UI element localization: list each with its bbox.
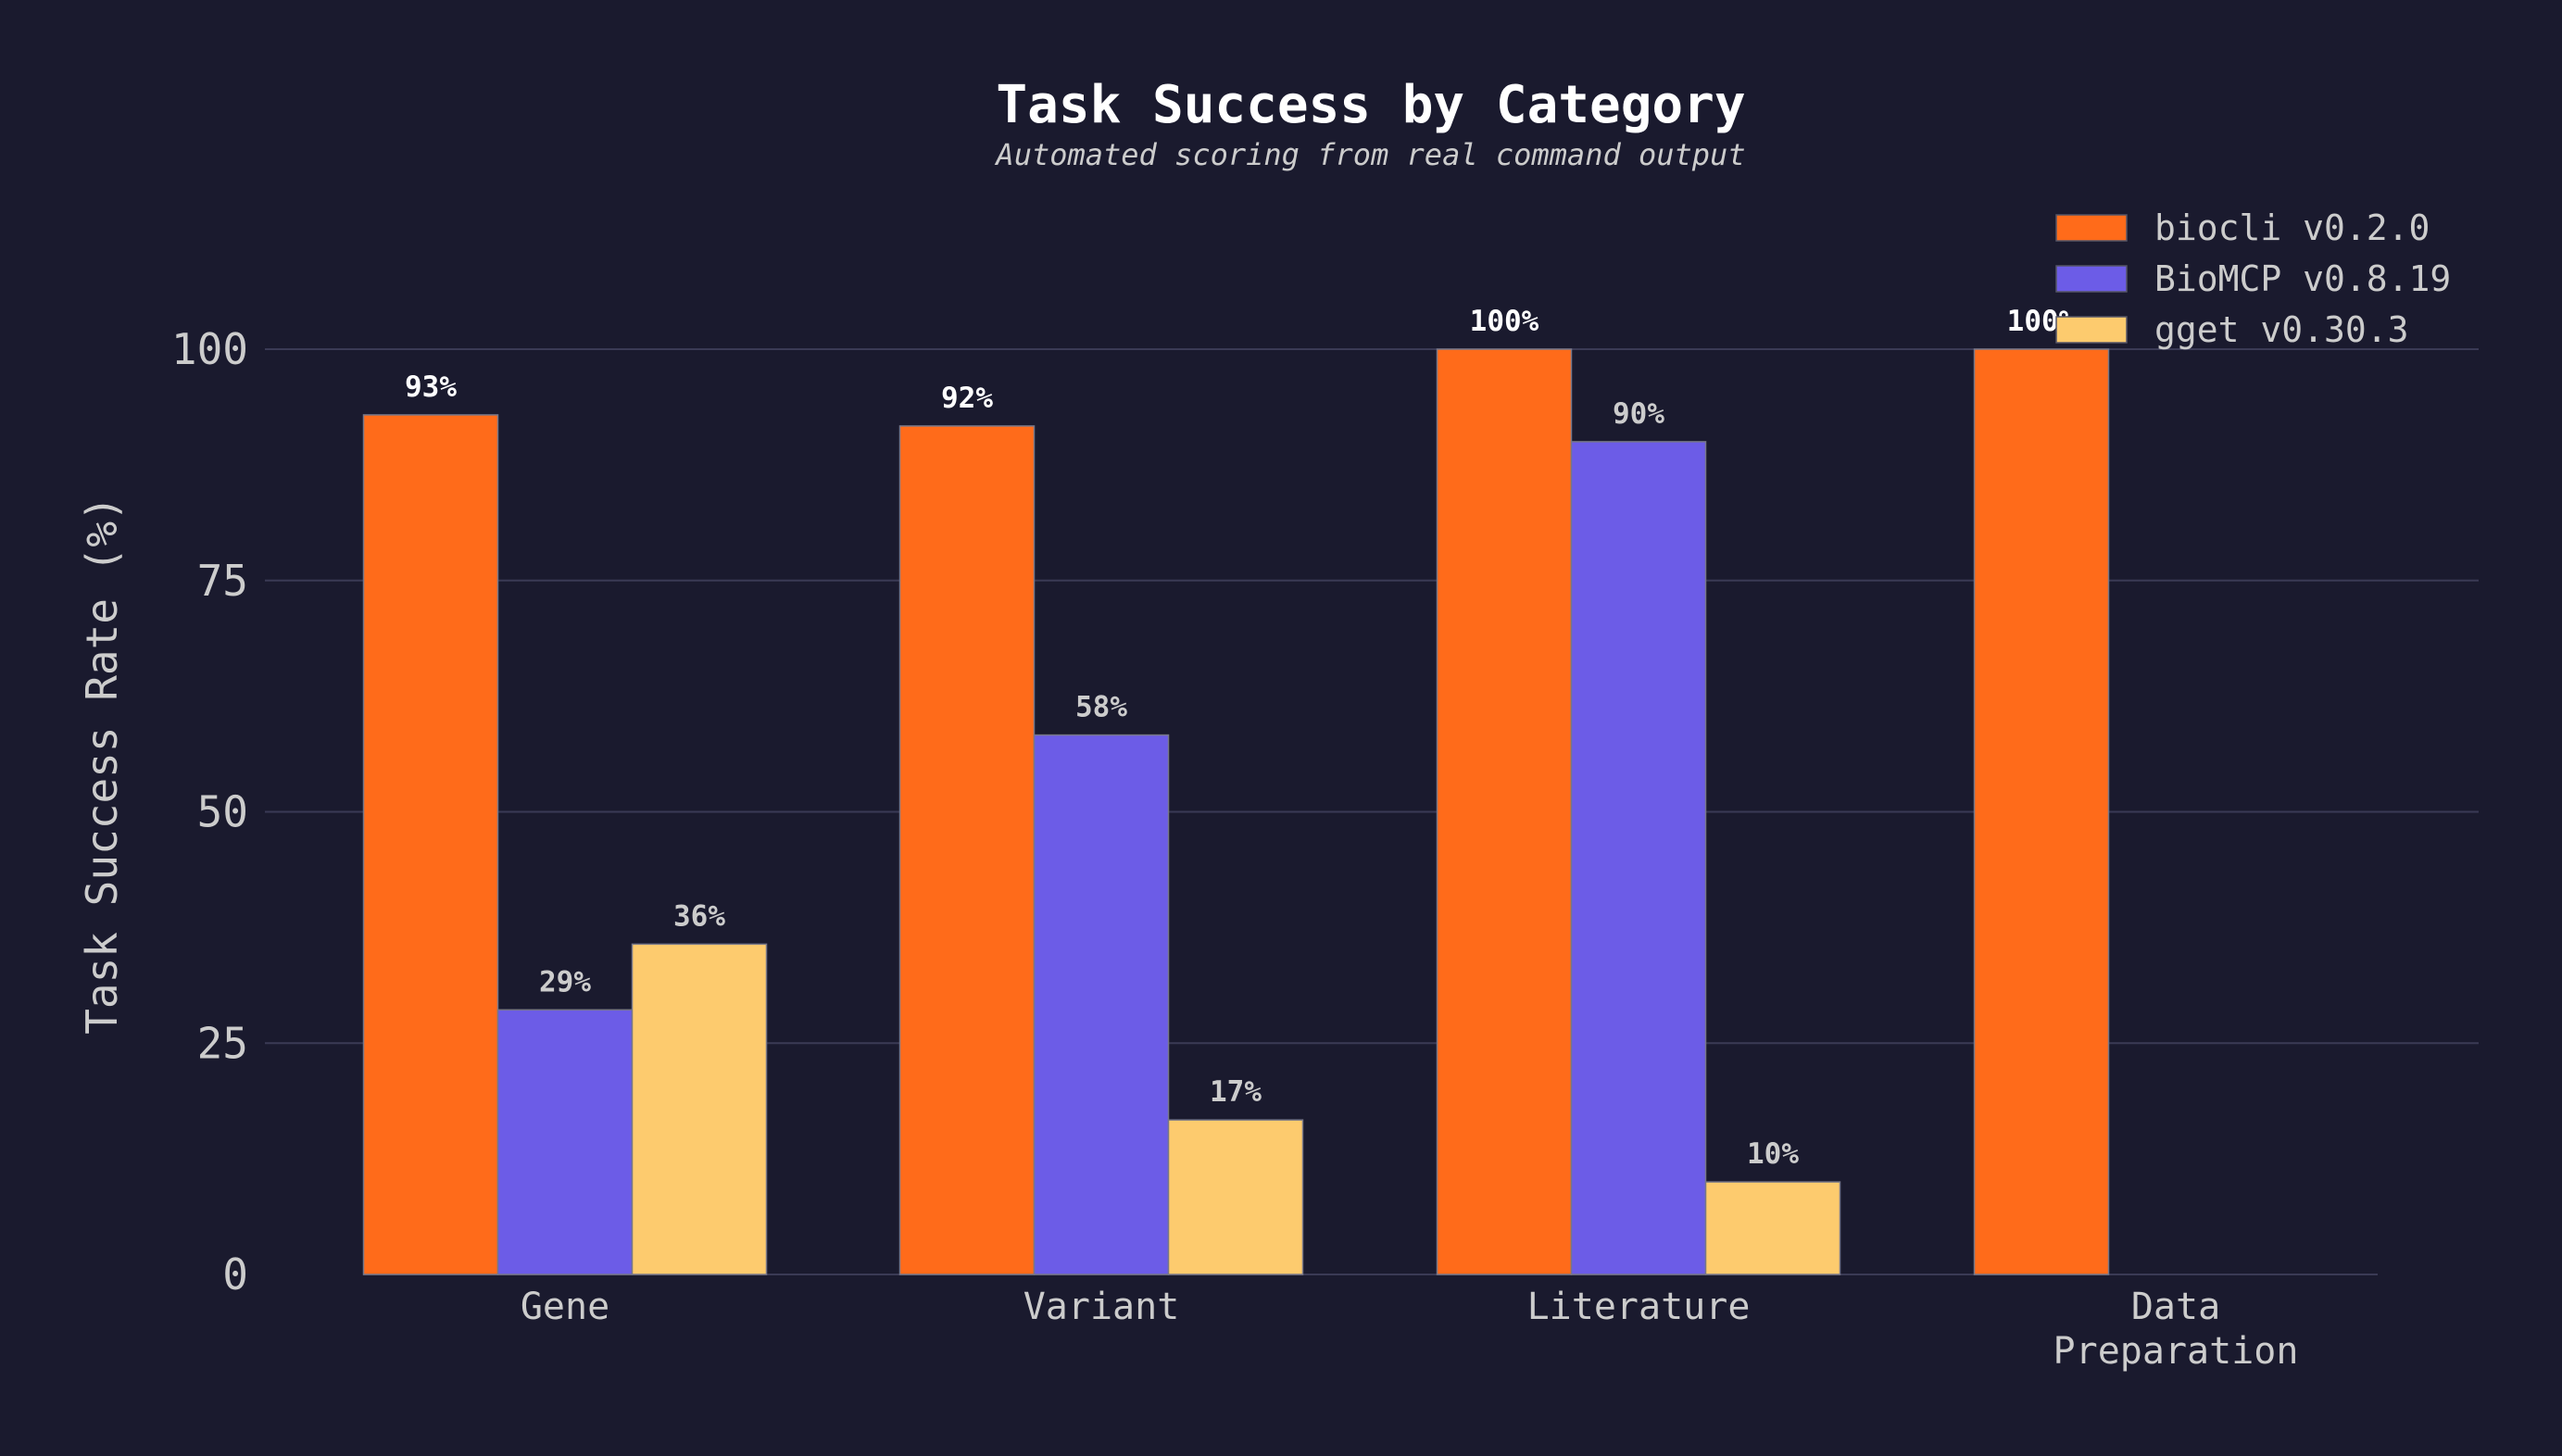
y-tick-label: 0 [222,1249,248,1299]
y-tick-label: 25 [197,1018,248,1068]
x-tick-label: Literature [1527,1286,1751,1328]
bar [1033,734,1170,1275]
legend-swatch [2055,316,2128,344]
chart-title: Task Success by Category [996,75,1745,135]
x-tick-label: Data [2131,1286,2220,1328]
y-tick-label: 75 [197,556,248,606]
bar [631,943,768,1275]
bar [1436,348,1573,1275]
bar-value-label: 92% [941,382,993,415]
bar [1973,348,2110,1275]
legend-swatch [2055,265,2128,293]
bar [1167,1119,1304,1275]
bar [496,1009,634,1275]
bar-value-label: 10% [1747,1137,1799,1171]
legend: biocli v0.2.0 BioMCP v0.8.19 gget v0.30.3 [2055,207,2451,350]
bar-value-label: 93% [405,370,457,404]
legend-swatch [2055,214,2128,242]
bar-value-label: 90% [1613,397,1664,431]
chart-subtitle: Automated scoring from real command outp… [994,137,1745,172]
x-tick-label: Gene [521,1286,609,1328]
bar [1570,441,1707,1275]
bar-value-label: 29% [539,965,591,998]
bar-value-label: 58% [1075,691,1127,724]
legend-label: biocli v0.2.0 [2154,207,2430,248]
bar [898,425,1036,1275]
bar [1704,1181,1841,1275]
y-tick-label: 100 [171,324,248,374]
bar [362,414,499,1275]
y-axis-label: Task Success Rate (%) [77,496,127,1035]
legend-label: BioMCP v0.8.19 [2154,258,2451,299]
y-tick-label: 50 [197,787,248,837]
x-tick-label: Preparation [2053,1330,2299,1373]
x-tick-label: Variant [1024,1286,1180,1328]
bar-value-label: 17% [1210,1075,1262,1109]
legend-label: gget v0.30.3 [2154,309,2409,350]
bar-value-label: 36% [673,899,725,933]
bar-value-label: 100% [1470,305,1539,338]
